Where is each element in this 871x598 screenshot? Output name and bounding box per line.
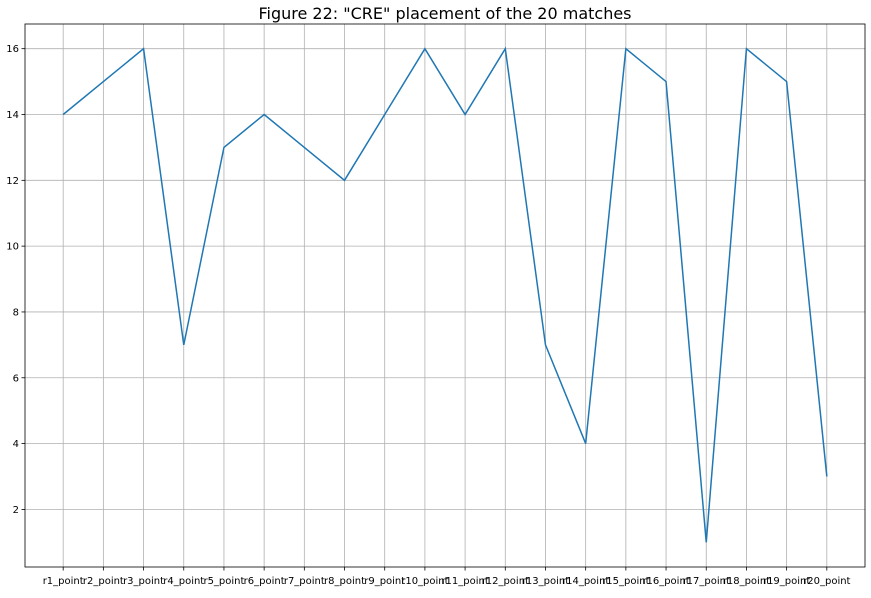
x-tick-label: r6_point [244,576,285,587]
x-tick-label: r7_point [284,576,325,587]
x-tick-label: r4_point [163,576,204,587]
x-tick-label: r10_point [401,576,448,587]
axes: r1_point r2_point r3_point r4_point r5_point… [6,23,866,587]
x-tick-label: r13_point [522,576,569,587]
y-tick-label: 12 [6,176,19,187]
x-tick-label: r14_point [562,576,609,587]
y-tick-label: 10 [6,242,19,253]
x-tick-label: r16_point [642,576,689,587]
y-tick-label: 16 [6,44,19,55]
y-tick-label: 14 [6,110,19,121]
x-tick-label: r1_point [43,576,84,587]
x-tick-label: r17_point [683,576,730,587]
x-tick-label: r19_point [763,576,810,587]
x-tick-label: r12_point [482,576,529,587]
x-tick-label: r9_point [364,576,405,587]
x-tick-label: r3_point [123,576,164,587]
x-tick-label: r11_point [441,576,488,587]
y-tick-label: 8 [13,307,19,318]
x-tick-label: r5_point [203,576,244,587]
x-tick-label: r8_point [324,576,365,587]
plot-frame [24,23,866,568]
y-tick-label: 4 [13,439,19,450]
x-tick-label: r2_point [83,576,124,587]
y-tick-label: 6 [13,373,19,384]
x-tick-label: r20_point [803,576,850,587]
x-tick-label: r15_point [602,576,649,587]
y-tick-label: 2 [13,505,19,516]
x-tick-label: r18_point [723,576,770,587]
chart-title: Figure 22: "CRE" placement of the 20 mat… [258,4,631,23]
series-layer [62,46,828,543]
series-line [62,46,828,543]
